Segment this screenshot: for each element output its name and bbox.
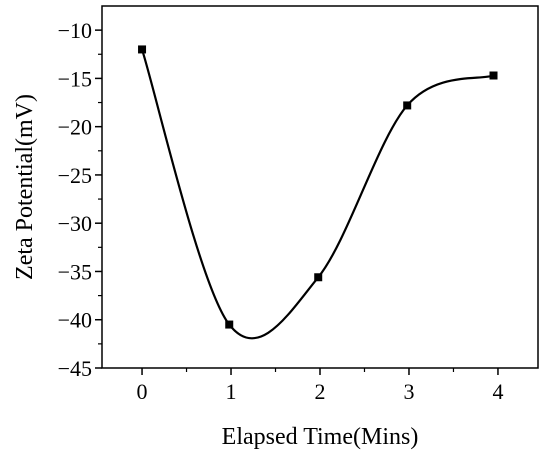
- y-tick-label: −20: [58, 115, 92, 140]
- data-point-marker: [225, 320, 234, 329]
- data-point-marker: [314, 273, 323, 282]
- x-tick-label: 3: [403, 379, 414, 404]
- x-tick-label: 1: [226, 379, 237, 404]
- y-axis-title: Zeta Potential(mV): [12, 94, 38, 280]
- x-tick-label: 4: [492, 379, 503, 404]
- y-tick-label: −25: [58, 163, 92, 188]
- x-axis-title: Elapsed Time(Mins): [222, 424, 419, 450]
- y-tick-label: −30: [58, 211, 92, 236]
- y-tick-label: −15: [58, 66, 92, 91]
- ticks-layer: 0 1 2 3 4 −45 −40 −35 −30 −25 −20 −15 −10: [58, 18, 504, 404]
- data-point-marker: [403, 101, 412, 110]
- x-tick-label: 2: [315, 379, 326, 404]
- line-layer: [140, 49, 494, 340]
- y-tick-label: −35: [58, 259, 92, 284]
- data-point-marker: [138, 45, 147, 54]
- data-point-marker: [489, 71, 498, 80]
- plot-frame: [101, 5, 539, 369]
- y-tick-label: −10: [58, 18, 92, 43]
- y-tick-label: −45: [58, 356, 92, 381]
- y-tick-label: −40: [58, 308, 92, 333]
- x-tick-label: 0: [137, 379, 148, 404]
- marker-layer: [138, 45, 498, 329]
- series-line: [140, 49, 494, 340]
